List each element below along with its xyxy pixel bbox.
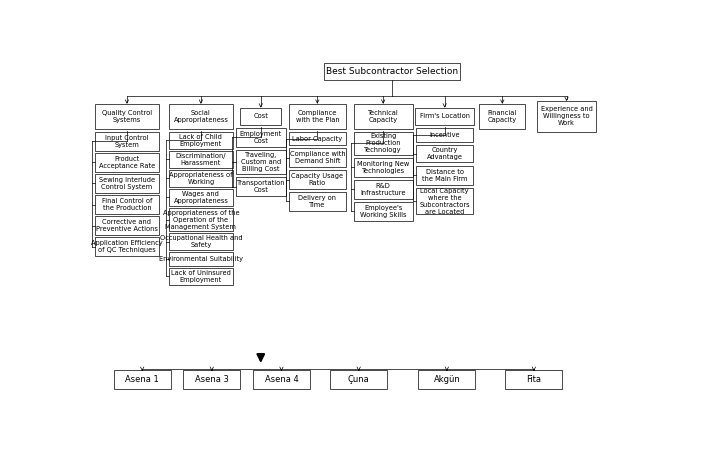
Text: Financial
Capacity: Financial Capacity	[488, 110, 517, 123]
Text: Monitoring New
Technologies: Monitoring New Technologies	[357, 161, 409, 174]
FancyBboxPatch shape	[95, 104, 159, 129]
Text: Product
Acceptance Rate: Product Acceptance Rate	[99, 156, 155, 169]
Text: Experience and
Willingness to
Work: Experience and Willingness to Work	[541, 106, 592, 126]
Text: Lack of Uninsured
Employment: Lack of Uninsured Employment	[171, 270, 231, 283]
Text: Çuna: Çuna	[347, 375, 369, 384]
FancyBboxPatch shape	[418, 370, 475, 389]
Text: Technical
Capacity: Technical Capacity	[368, 110, 399, 123]
FancyBboxPatch shape	[354, 202, 413, 220]
Text: Social
Appropriateness: Social Appropriateness	[173, 110, 228, 123]
Text: Firm's Location: Firm's Location	[420, 113, 470, 119]
Text: Quality Control
Systems: Quality Control Systems	[102, 110, 152, 123]
FancyBboxPatch shape	[236, 128, 286, 147]
FancyBboxPatch shape	[168, 151, 233, 168]
FancyBboxPatch shape	[183, 370, 240, 389]
Text: Final Control of
the Production: Final Control of the Production	[102, 198, 152, 211]
Text: Compliance with
Demand Shift: Compliance with Demand Shift	[289, 151, 345, 164]
FancyBboxPatch shape	[168, 189, 233, 206]
FancyBboxPatch shape	[168, 170, 233, 187]
FancyBboxPatch shape	[95, 153, 159, 172]
Text: Asena 3: Asena 3	[195, 375, 229, 384]
FancyBboxPatch shape	[240, 108, 282, 125]
FancyBboxPatch shape	[253, 370, 310, 389]
Text: Employee's
Working Skills: Employee's Working Skills	[360, 205, 406, 218]
Text: Appropriateness of the
Operation of the
Management System: Appropriateness of the Operation of the …	[163, 210, 239, 230]
Text: Corrective and
Preventive Actions: Corrective and Preventive Actions	[96, 219, 158, 232]
Text: Existing
Production
Technology: Existing Production Technology	[364, 133, 402, 153]
Text: Compliance
with the Plan: Compliance with the Plan	[296, 110, 339, 123]
FancyBboxPatch shape	[354, 180, 413, 199]
Text: Asena 1: Asena 1	[125, 375, 159, 384]
FancyBboxPatch shape	[236, 177, 286, 196]
FancyBboxPatch shape	[416, 166, 473, 185]
Text: Lack of Child
Employment: Lack of Child Employment	[180, 134, 223, 147]
Text: Asena 4: Asena 4	[265, 375, 298, 384]
FancyBboxPatch shape	[95, 131, 159, 151]
Text: Delivery on
Time: Delivery on Time	[298, 195, 336, 208]
Text: Fita: Fita	[526, 375, 541, 384]
Text: Transportation
Cost: Transportation Cost	[237, 180, 285, 194]
FancyBboxPatch shape	[289, 148, 346, 167]
FancyBboxPatch shape	[330, 370, 388, 389]
FancyBboxPatch shape	[168, 252, 233, 266]
Text: Capacity Usage
Ratio: Capacity Usage Ratio	[291, 173, 343, 186]
FancyBboxPatch shape	[505, 370, 562, 389]
FancyBboxPatch shape	[168, 268, 233, 285]
FancyBboxPatch shape	[479, 104, 525, 129]
FancyBboxPatch shape	[95, 195, 159, 214]
FancyBboxPatch shape	[324, 63, 461, 80]
Text: Discrimination/
Harassment: Discrimination/ Harassment	[176, 153, 226, 166]
Text: Labor Capacity: Labor Capacity	[292, 135, 343, 142]
FancyBboxPatch shape	[168, 131, 233, 149]
Text: Country
Advantage: Country Advantage	[427, 147, 463, 160]
FancyBboxPatch shape	[168, 104, 233, 129]
Text: Occupational Health and
Safety: Occupational Health and Safety	[159, 235, 242, 248]
Text: Akgün: Akgün	[433, 375, 461, 384]
Text: Cost: Cost	[253, 113, 268, 119]
Text: R&D
Infrastructure: R&D Infrastructure	[360, 183, 406, 196]
Text: Input Control
System: Input Control System	[105, 135, 149, 148]
Text: Sewing Interlude
Control System: Sewing Interlude Control System	[99, 177, 155, 190]
Text: Distance to
the Main Firm: Distance to the Main Firm	[422, 169, 468, 182]
FancyBboxPatch shape	[236, 150, 286, 174]
FancyBboxPatch shape	[95, 237, 159, 256]
FancyBboxPatch shape	[95, 216, 159, 235]
Text: Traveling,
Custom and
Billing Cost: Traveling, Custom and Billing Cost	[241, 152, 281, 172]
FancyBboxPatch shape	[168, 208, 233, 231]
FancyBboxPatch shape	[95, 174, 159, 193]
FancyBboxPatch shape	[416, 108, 474, 125]
FancyBboxPatch shape	[114, 370, 171, 389]
FancyBboxPatch shape	[354, 158, 413, 177]
FancyBboxPatch shape	[416, 189, 473, 215]
Text: Employment
Cost: Employment Cost	[239, 131, 282, 144]
Text: Local Capacity
where the
Subcontractors
are Located: Local Capacity where the Subcontractors …	[419, 188, 470, 215]
FancyBboxPatch shape	[289, 192, 346, 211]
FancyBboxPatch shape	[289, 104, 346, 129]
Text: Best Subcontractor Selection: Best Subcontractor Selection	[326, 67, 458, 76]
FancyBboxPatch shape	[416, 128, 473, 142]
FancyBboxPatch shape	[537, 101, 596, 131]
Text: Wages and
Appropriateness: Wages and Appropriateness	[173, 191, 228, 204]
FancyBboxPatch shape	[354, 131, 413, 155]
FancyBboxPatch shape	[416, 145, 473, 162]
FancyBboxPatch shape	[289, 170, 346, 189]
FancyBboxPatch shape	[354, 104, 413, 129]
Text: Application Efficiency
of QC Techniques: Application Efficiency of QC Techniques	[91, 240, 163, 253]
Text: Environmental Suitability: Environmental Suitability	[159, 256, 243, 262]
FancyBboxPatch shape	[168, 233, 233, 251]
Text: Appropriateness of
Working: Appropriateness of Working	[169, 172, 232, 185]
FancyBboxPatch shape	[289, 131, 346, 145]
Text: Incentive: Incentive	[430, 132, 460, 138]
